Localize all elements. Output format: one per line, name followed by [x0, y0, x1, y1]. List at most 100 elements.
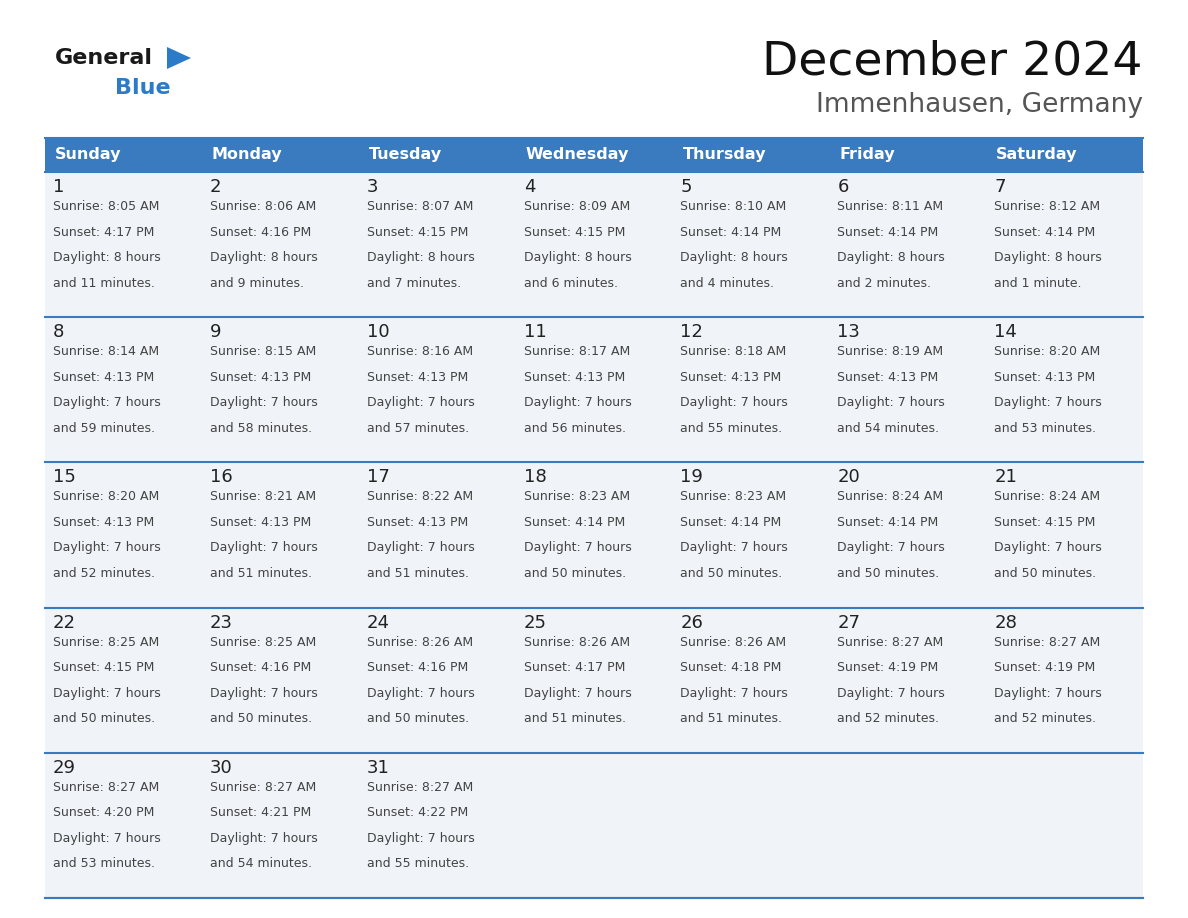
Text: Daylight: 7 hours: Daylight: 7 hours	[367, 832, 474, 845]
Bar	[672, 608, 829, 753]
Text: Sunset: 4:14 PM: Sunset: 4:14 PM	[838, 226, 939, 239]
Text: 20: 20	[838, 468, 860, 487]
Text: Sunset: 4:13 PM: Sunset: 4:13 PM	[367, 371, 468, 384]
Text: and 51 minutes.: and 51 minutes.	[210, 567, 312, 580]
Text: Sunrise: 8:26 AM: Sunrise: 8:26 AM	[681, 635, 786, 649]
Text: Daylight: 8 hours: Daylight: 8 hours	[367, 251, 474, 264]
Text: Sunday: Sunday	[55, 148, 121, 162]
Text: Sunset: 4:17 PM: Sunset: 4:17 PM	[53, 226, 154, 239]
Bar	[986, 463, 1143, 608]
Text: Sunset: 4:16 PM: Sunset: 4:16 PM	[210, 661, 311, 674]
Text: Sunrise: 8:26 AM: Sunrise: 8:26 AM	[367, 635, 473, 649]
Text: Daylight: 7 hours: Daylight: 7 hours	[838, 687, 944, 700]
Text: Sunset: 4:13 PM: Sunset: 4:13 PM	[53, 516, 154, 529]
Text: and 50 minutes.: and 50 minutes.	[524, 567, 626, 580]
Bar	[202, 463, 359, 608]
Text: Sunset: 4:14 PM: Sunset: 4:14 PM	[994, 226, 1095, 239]
Text: Sunset: 4:13 PM: Sunset: 4:13 PM	[681, 371, 782, 384]
Text: Daylight: 7 hours: Daylight: 7 hours	[53, 832, 160, 845]
Bar	[45, 753, 202, 898]
Text: and 52 minutes.: and 52 minutes.	[994, 712, 1097, 725]
Text: and 57 minutes.: and 57 minutes.	[367, 421, 469, 435]
Text: Daylight: 7 hours: Daylight: 7 hours	[524, 397, 631, 409]
Text: Sunrise: 8:24 AM: Sunrise: 8:24 AM	[838, 490, 943, 503]
Text: Saturday: Saturday	[997, 148, 1078, 162]
Bar	[359, 172, 516, 318]
Text: 4: 4	[524, 178, 535, 196]
Text: Sunrise: 8:27 AM: Sunrise: 8:27 AM	[838, 635, 943, 649]
Text: Sunset: 4:16 PM: Sunset: 4:16 PM	[210, 226, 311, 239]
Text: Sunset: 4:15 PM: Sunset: 4:15 PM	[53, 661, 154, 674]
Text: Daylight: 7 hours: Daylight: 7 hours	[524, 687, 631, 700]
Text: Immenhausen, Germany: Immenhausen, Germany	[816, 92, 1143, 118]
Text: Daylight: 7 hours: Daylight: 7 hours	[53, 542, 160, 554]
Text: General: General	[55, 48, 153, 68]
Text: Daylight: 8 hours: Daylight: 8 hours	[524, 251, 631, 264]
Text: Daylight: 7 hours: Daylight: 7 hours	[367, 397, 474, 409]
Text: 1: 1	[53, 178, 64, 196]
Text: Sunset: 4:14 PM: Sunset: 4:14 PM	[681, 516, 782, 529]
Text: Sunrise: 8:27 AM: Sunrise: 8:27 AM	[994, 635, 1100, 649]
Text: Sunset: 4:13 PM: Sunset: 4:13 PM	[367, 516, 468, 529]
Text: Sunset: 4:15 PM: Sunset: 4:15 PM	[994, 516, 1095, 529]
Text: 8: 8	[53, 323, 64, 341]
Text: Sunrise: 8:25 AM: Sunrise: 8:25 AM	[210, 635, 316, 649]
Bar	[986, 753, 1143, 898]
Text: 12: 12	[681, 323, 703, 341]
Text: Daylight: 7 hours: Daylight: 7 hours	[53, 397, 160, 409]
Bar	[359, 463, 516, 608]
Bar	[986, 318, 1143, 463]
Text: Sunrise: 8:19 AM: Sunrise: 8:19 AM	[838, 345, 943, 358]
Text: Sunrise: 8:15 AM: Sunrise: 8:15 AM	[210, 345, 316, 358]
Text: Sunset: 4:14 PM: Sunset: 4:14 PM	[681, 226, 782, 239]
Bar	[45, 463, 202, 608]
Bar	[359, 318, 516, 463]
Text: Sunrise: 8:17 AM: Sunrise: 8:17 AM	[524, 345, 630, 358]
Text: Monday: Monday	[211, 148, 283, 162]
Text: Blue: Blue	[115, 78, 171, 98]
Text: and 50 minutes.: and 50 minutes.	[367, 712, 469, 725]
Text: 30: 30	[210, 759, 233, 777]
Text: Sunrise: 8:27 AM: Sunrise: 8:27 AM	[210, 781, 316, 794]
Polygon shape	[168, 47, 191, 69]
Text: Daylight: 8 hours: Daylight: 8 hours	[994, 251, 1102, 264]
Text: Thursday: Thursday	[682, 148, 766, 162]
Text: and 50 minutes.: and 50 minutes.	[994, 567, 1097, 580]
Text: Sunset: 4:15 PM: Sunset: 4:15 PM	[367, 226, 468, 239]
Text: Friday: Friday	[839, 148, 895, 162]
Text: December 2024: December 2024	[763, 39, 1143, 84]
Text: 18: 18	[524, 468, 546, 487]
Text: Sunset: 4:18 PM: Sunset: 4:18 PM	[681, 661, 782, 674]
Text: Sunrise: 8:12 AM: Sunrise: 8:12 AM	[994, 200, 1100, 213]
Text: Daylight: 7 hours: Daylight: 7 hours	[210, 687, 317, 700]
Text: Daylight: 7 hours: Daylight: 7 hours	[681, 397, 788, 409]
Bar	[359, 608, 516, 753]
Text: Sunrise: 8:27 AM: Sunrise: 8:27 AM	[367, 781, 473, 794]
Text: 10: 10	[367, 323, 390, 341]
Bar	[672, 463, 829, 608]
Text: Sunrise: 8:22 AM: Sunrise: 8:22 AM	[367, 490, 473, 503]
Text: Daylight: 7 hours: Daylight: 7 hours	[367, 687, 474, 700]
Bar	[829, 172, 986, 318]
Text: Sunset: 4:17 PM: Sunset: 4:17 PM	[524, 661, 625, 674]
Text: and 52 minutes.: and 52 minutes.	[838, 712, 940, 725]
Text: Sunset: 4:13 PM: Sunset: 4:13 PM	[53, 371, 154, 384]
Text: Sunset: 4:13 PM: Sunset: 4:13 PM	[524, 371, 625, 384]
Bar	[359, 753, 516, 898]
Text: and 51 minutes.: and 51 minutes.	[524, 712, 626, 725]
Text: Sunrise: 8:26 AM: Sunrise: 8:26 AM	[524, 635, 630, 649]
Text: Daylight: 7 hours: Daylight: 7 hours	[838, 542, 944, 554]
Text: and 53 minutes.: and 53 minutes.	[994, 421, 1097, 435]
Text: 3: 3	[367, 178, 378, 196]
Text: 29: 29	[53, 759, 76, 777]
Bar	[45, 138, 1143, 172]
Text: 11: 11	[524, 323, 546, 341]
Bar	[829, 753, 986, 898]
Bar	[516, 608, 672, 753]
Text: and 1 minute.: and 1 minute.	[994, 276, 1081, 289]
Text: Daylight: 7 hours: Daylight: 7 hours	[994, 397, 1102, 409]
Text: Daylight: 8 hours: Daylight: 8 hours	[838, 251, 944, 264]
Text: Sunset: 4:19 PM: Sunset: 4:19 PM	[838, 661, 939, 674]
Bar	[45, 318, 202, 463]
Text: and 51 minutes.: and 51 minutes.	[367, 567, 469, 580]
